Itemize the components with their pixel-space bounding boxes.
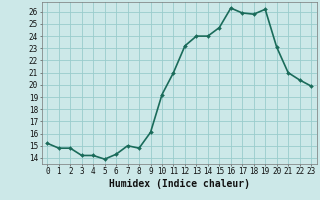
X-axis label: Humidex (Indice chaleur): Humidex (Indice chaleur) [109,179,250,189]
